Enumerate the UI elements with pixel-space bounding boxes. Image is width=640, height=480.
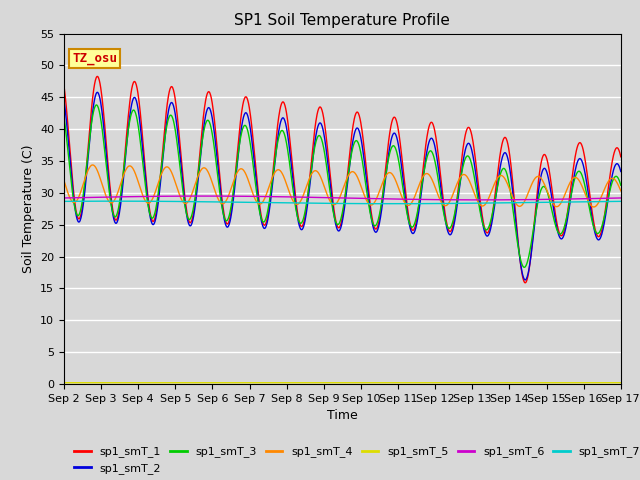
sp1_smT_4 <box>171 178 179 183</box>
sp1_smT_7 <box>246 200 254 205</box>
sp1_smT_5 <box>246 380 254 385</box>
sp1_smT_5 <box>502 380 509 385</box>
sp1_smT_5 <box>617 380 625 385</box>
sp1_smT_6 <box>200 193 207 199</box>
sp1_smT_3 <box>60 114 68 120</box>
sp1_smT_1 <box>522 280 529 286</box>
sp1_smT_4 <box>246 184 254 190</box>
sp1_smT_3 <box>93 102 100 108</box>
sp1_smT_4 <box>184 199 192 204</box>
sp1_smT_7 <box>552 199 559 205</box>
sp1_smT_3 <box>184 216 192 221</box>
sp1_smT_2 <box>184 219 192 225</box>
sp1_smT_4 <box>429 179 437 185</box>
sp1_smT_5 <box>170 380 178 385</box>
Y-axis label: Soil Temperature (C): Soil Temperature (C) <box>22 144 35 273</box>
sp1_smT_6 <box>502 197 510 203</box>
Line: sp1_smT_7: sp1_smT_7 <box>64 201 621 204</box>
sp1_smT_7 <box>502 200 510 205</box>
sp1_smT_3 <box>502 168 509 174</box>
sp1_smT_6 <box>552 196 559 202</box>
sp1_smT_3 <box>429 152 437 157</box>
sp1_smT_6 <box>184 193 191 199</box>
sp1_smT_5 <box>60 380 68 385</box>
sp1_smT_7 <box>617 198 625 204</box>
sp1_smT_7 <box>389 201 397 206</box>
sp1_smT_5 <box>429 380 436 385</box>
Line: sp1_smT_1: sp1_smT_1 <box>64 76 621 283</box>
sp1_smT_6 <box>170 193 178 199</box>
sp1_smT_3 <box>520 264 528 270</box>
sp1_smT_1 <box>60 83 68 89</box>
sp1_smT_2 <box>617 168 625 174</box>
sp1_smT_6 <box>429 197 437 203</box>
sp1_smT_7 <box>429 201 437 206</box>
sp1_smT_7 <box>60 198 68 204</box>
sp1_smT_3 <box>246 143 254 148</box>
sp1_smT_4 <box>551 203 559 209</box>
sp1_smT_2 <box>552 217 559 223</box>
sp1_smT_1 <box>502 135 509 141</box>
sp1_smT_5 <box>551 380 559 385</box>
X-axis label: Time: Time <box>327 409 358 422</box>
sp1_smT_1 <box>617 154 625 160</box>
sp1_smT_2 <box>502 150 509 156</box>
sp1_smT_1 <box>246 113 254 119</box>
sp1_smT_2 <box>246 127 254 133</box>
sp1_smT_7 <box>111 198 118 204</box>
sp1_smT_4 <box>590 204 598 210</box>
Line: sp1_smT_3: sp1_smT_3 <box>64 105 621 267</box>
sp1_smT_3 <box>171 124 179 130</box>
sp1_smT_2 <box>93 89 101 95</box>
sp1_smT_1 <box>429 122 437 128</box>
sp1_smT_3 <box>552 222 559 228</box>
sp1_smT_4 <box>89 162 97 168</box>
sp1_smT_6 <box>246 193 254 199</box>
sp1_smT_6 <box>60 195 68 201</box>
sp1_smT_2 <box>522 277 529 283</box>
sp1_smT_3 <box>617 182 625 188</box>
sp1_smT_1 <box>93 73 101 79</box>
sp1_smT_4 <box>502 178 509 183</box>
Line: sp1_smT_6: sp1_smT_6 <box>64 196 621 200</box>
sp1_smT_2 <box>171 108 179 114</box>
sp1_smT_6 <box>617 195 625 201</box>
Text: TZ_osu: TZ_osu <box>72 52 117 65</box>
sp1_smT_7 <box>171 199 179 204</box>
sp1_smT_4 <box>60 178 68 183</box>
sp1_smT_5 <box>184 380 191 385</box>
sp1_smT_1 <box>171 93 179 98</box>
sp1_smT_2 <box>429 137 437 143</box>
sp1_smT_7 <box>184 199 192 204</box>
Line: sp1_smT_4: sp1_smT_4 <box>64 165 621 207</box>
sp1_smT_1 <box>184 216 192 222</box>
Title: SP1 Soil Temperature Profile: SP1 Soil Temperature Profile <box>234 13 451 28</box>
sp1_smT_2 <box>60 97 68 103</box>
sp1_smT_4 <box>617 188 625 194</box>
sp1_smT_1 <box>552 211 559 217</box>
Line: sp1_smT_2: sp1_smT_2 <box>64 92 621 280</box>
sp1_smT_6 <box>477 197 485 203</box>
Legend: sp1_smT_1, sp1_smT_2, sp1_smT_3, sp1_smT_4, sp1_smT_5, sp1_smT_6, sp1_smT_7: sp1_smT_1, sp1_smT_2, sp1_smT_3, sp1_smT… <box>70 442 640 479</box>
